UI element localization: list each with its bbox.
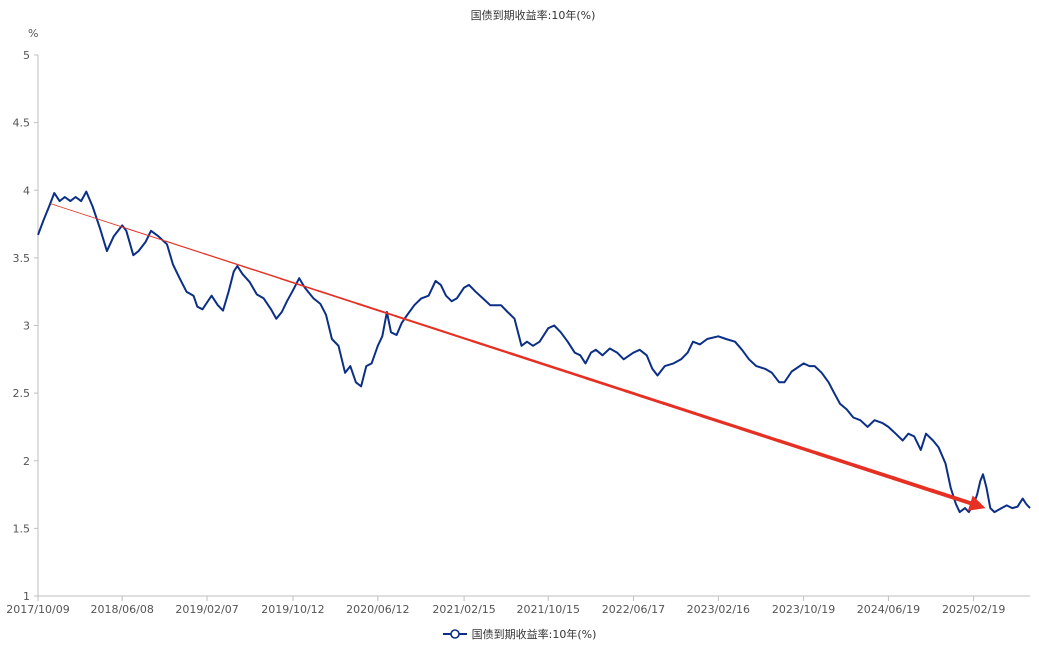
y-tick-label: 2 xyxy=(23,455,30,468)
trend-arrow-segment xyxy=(853,463,896,481)
trend-arrow-segment xyxy=(585,377,627,393)
x-tick-label: 2025/02/19 xyxy=(942,603,1005,616)
y-tick-label: 3 xyxy=(23,320,30,333)
y-tick-label: 2.5 xyxy=(13,387,31,400)
x-tick-label: 2023/02/16 xyxy=(687,603,750,616)
x-axis: 2017/10/09 2018/06/08 2019/02/07 2019/10/12… xyxy=(6,595,1030,616)
x-tick-label: 2021/02/15 xyxy=(432,603,495,616)
trend-arrow-segment xyxy=(662,401,704,418)
trend-arrow-segment xyxy=(88,215,128,230)
y-tick-label: 3.5 xyxy=(13,252,31,265)
trend-arrow-segment xyxy=(50,203,90,217)
y-tick-label: 1 xyxy=(23,590,30,603)
chart-title: 国债到期收益率:10年(%) xyxy=(471,8,596,22)
trend-arrow-segment xyxy=(547,364,589,380)
x-tick-label: 2017/10/09 xyxy=(6,603,69,616)
trend-arrow-segment xyxy=(279,277,320,292)
trend-arrow-segment xyxy=(891,476,934,493)
trend-arrow-segment xyxy=(815,451,858,468)
plot-area xyxy=(37,190,1031,514)
trend-arrow-segment xyxy=(126,228,167,242)
y-axis: 1 1.5 2 2.5 3 3.5 4 4.5 5 xyxy=(13,49,39,603)
trend-arrow-segment xyxy=(356,302,397,317)
x-tick-label: 2022/06/17 xyxy=(602,603,665,616)
trend-arrow-segment xyxy=(929,488,973,506)
y-tick-label: 4.5 xyxy=(13,117,31,130)
trend-arrow-segment xyxy=(777,439,819,455)
trend-arrow-segment xyxy=(203,253,244,267)
trend-arrow-segment xyxy=(318,290,359,305)
trend-arrow-segment xyxy=(624,389,666,405)
series-line xyxy=(37,190,1031,514)
y-tick-label: 5 xyxy=(23,49,30,62)
legend: 国债到期收益率:10年(%) xyxy=(0,626,1039,643)
y-tick-label: 4 xyxy=(23,184,30,197)
trend-arrow-head xyxy=(967,495,986,511)
trend-arrow-segment xyxy=(394,315,435,330)
legend-label: 国债到期收益率:10年(%) xyxy=(471,628,597,641)
trend-arrow-segment xyxy=(738,426,781,443)
trend-arrow-segment xyxy=(471,339,512,355)
x-tick-label: 2020/06/12 xyxy=(346,603,409,616)
trend-arrow-segment xyxy=(165,240,205,255)
x-tick-label: 2024/06/19 xyxy=(857,603,920,616)
trend-arrow-segment xyxy=(509,352,551,368)
x-tick-label: 2021/10/15 xyxy=(517,603,580,616)
y-tick-label: 1.5 xyxy=(13,522,31,535)
x-tick-label: 2019/10/12 xyxy=(261,603,324,616)
legend-item[interactable]: 国债到期收益率:10年(%) xyxy=(442,626,597,642)
trend-arrow-segment xyxy=(241,265,282,280)
x-tick-label: 2019/02/07 xyxy=(175,603,238,616)
legend-line-circle-icon xyxy=(442,629,467,639)
y-axis-unit: % xyxy=(28,27,38,40)
trend-arrow-segment xyxy=(700,414,742,430)
trend-arrow xyxy=(50,203,986,511)
x-tick-label: 2023/10/19 xyxy=(772,603,835,616)
x-tick-label: 2018/06/08 xyxy=(90,603,153,616)
trend-arrow-segment xyxy=(432,327,474,343)
